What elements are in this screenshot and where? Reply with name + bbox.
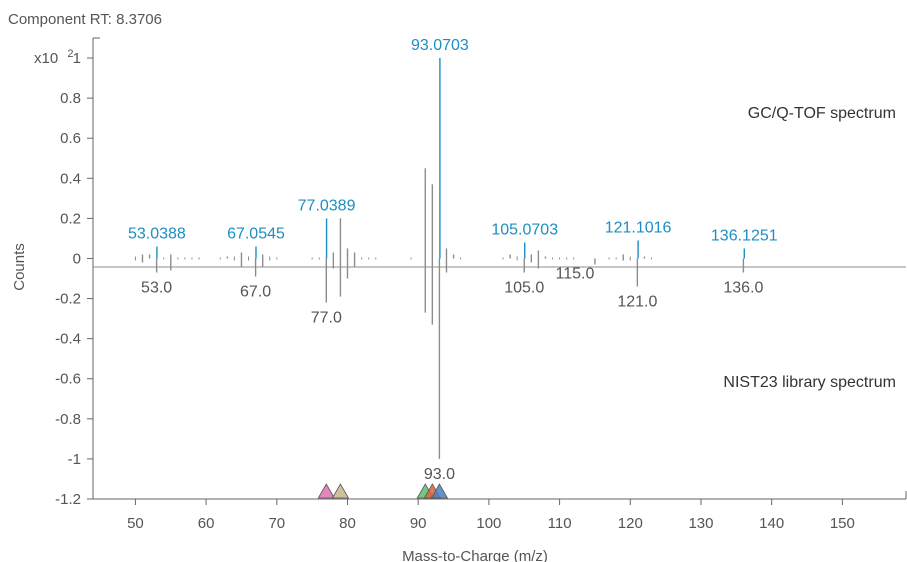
y-tick-label: 0 <box>73 250 81 267</box>
precursor-marker-icon[interactable] <box>317 483 335 499</box>
x-tick-label: 150 <box>830 515 855 532</box>
y-tick-label: -0.2 <box>55 291 81 308</box>
peak-labels: 53.0388 67.0545 77.0389 93.0703 105.0703 121.… <box>128 37 778 483</box>
x-tick-label: 60 <box>198 515 215 532</box>
y-tick-label: 0.8 <box>60 90 81 107</box>
x-tick-label: 110 <box>548 515 572 532</box>
measured-peak-label: 121.1016 <box>605 219 672 236</box>
measured-peak-label: 93.0703 <box>411 37 469 54</box>
multiplier-base: x10 <box>34 50 58 67</box>
y-ticks: 1 0.8 0.6 0.4 0.2 0 -0.2 -0.4 -0.6 -0.8 -1 -1.2 <box>55 50 93 508</box>
library-peak-label: 93.0 <box>424 466 455 483</box>
x-tick-label: 70 <box>268 515 285 532</box>
peaks <box>141 58 745 459</box>
x-tick-label: 130 <box>688 515 713 532</box>
library-peak-label: 136.0 <box>723 280 763 297</box>
measured-peak-label: 105.0703 <box>491 221 558 238</box>
x-ticks: 50 60 70 80 90 100 110 120 130 140 150 <box>127 499 855 532</box>
x-axis-label: Mass-to-Charge (m/z) <box>402 548 548 562</box>
y-tick-label: 0.4 <box>60 170 81 187</box>
x-tick-label: 140 <box>759 515 784 532</box>
library-peak-label: 53.0 <box>141 280 172 297</box>
library-peak-label: 105.0 <box>504 280 544 297</box>
y-tick-label: -1.2 <box>55 491 81 508</box>
precursor-markers <box>317 483 449 499</box>
y-tick-label: -0.4 <box>55 331 81 348</box>
y-axis-label: Counts <box>11 243 28 291</box>
library-peak-label: 121.0 <box>617 294 657 311</box>
minor-peaks <box>134 256 652 261</box>
library-peak-label: 67.0 <box>240 284 271 301</box>
measured-peak-label: 136.1251 <box>711 227 778 244</box>
y-axis-multiplier: x10 2 <box>34 48 73 67</box>
y-tick-label: 1 <box>73 50 81 67</box>
multiplier-exponent: 2 <box>67 48 73 60</box>
precursor-marker-icon[interactable] <box>430 483 449 499</box>
y-tick-label: -1 <box>68 451 81 468</box>
chart-title: Component RT: 8.3706 <box>8 11 162 28</box>
precursor-marker-icon[interactable] <box>331 483 350 499</box>
x-tick-label: 90 <box>410 515 427 532</box>
x-tick-label: 100 <box>476 515 501 532</box>
measured-peak-label: 53.0388 <box>128 225 186 242</box>
spectrum-annotation: NIST23 library spectrum <box>723 374 896 391</box>
spectrum-annotation: GC/Q-TOF spectrum <box>748 105 896 122</box>
y-tick-label: -0.6 <box>55 371 81 388</box>
library-peak-label: 115.0 <box>556 265 595 282</box>
measured-peak-label: 67.0545 <box>227 225 285 242</box>
measured-peak-label: 77.0389 <box>298 197 356 214</box>
y-tick-label: 0.6 <box>60 130 81 147</box>
x-tick-label: 50 <box>127 515 144 532</box>
y-tick-label: 0.2 <box>60 210 81 227</box>
x-tick-label: 120 <box>618 515 643 532</box>
y-tick-label: -0.8 <box>55 411 81 428</box>
library-peak-label: 77.0 <box>311 310 342 327</box>
x-tick-label: 80 <box>339 515 356 532</box>
annotations: GC/Q-TOF spectrum NIST23 library spectrum <box>723 105 896 391</box>
